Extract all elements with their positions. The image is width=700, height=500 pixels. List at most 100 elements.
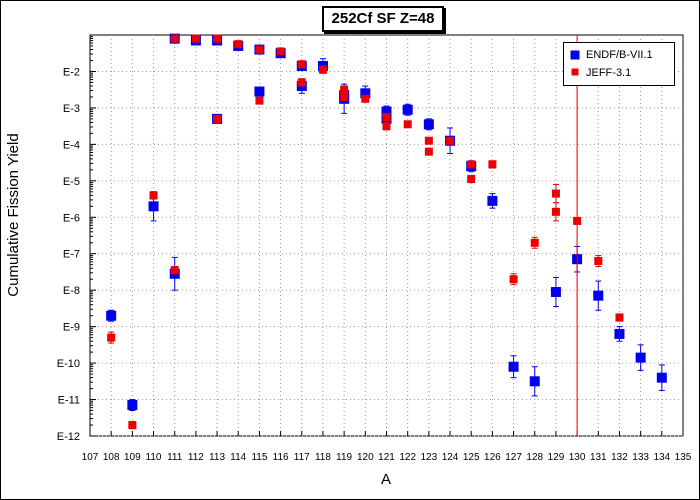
x-tick-label: 130 [569, 452, 586, 463]
endf-point [487, 195, 498, 206]
x-tick-label: 126 [484, 452, 501, 463]
jeff-point [318, 65, 327, 74]
x-tick-label: 134 [653, 452, 670, 463]
jeff-point [467, 174, 476, 183]
x-tick-label: 115 [251, 452, 267, 463]
legend-label-jeff: JEFF-3.1 [586, 67, 632, 79]
endf-point [254, 86, 265, 97]
x-tick-label: 122 [399, 452, 416, 463]
jeff-point [361, 94, 370, 103]
endf-point [614, 328, 625, 339]
jeff-point [276, 47, 285, 56]
y-tick-label: E-8 [63, 285, 80, 297]
endf-point [423, 119, 434, 130]
x-tick-label: 123 [421, 452, 438, 463]
jeff-point [382, 113, 391, 122]
x-tick-label: 119 [336, 452, 352, 463]
legend-label-endf: ENDF/B-VII.1 [586, 49, 653, 61]
endf-point [529, 376, 540, 387]
jeff-point [213, 34, 222, 43]
x-tick-label: 121 [378, 452, 395, 463]
jeff-point [551, 207, 560, 216]
x-tick-label: 132 [611, 452, 628, 463]
jeff-point [488, 160, 497, 169]
x-tick-label: 109 [124, 452, 141, 463]
jeff-point [382, 122, 391, 131]
x-tick-label: 133 [632, 452, 649, 463]
endf-point [593, 290, 604, 301]
jeff-point [255, 96, 264, 105]
x-tick-label: 125 [463, 452, 480, 463]
y-axis-label: Cumulative Fission Yield [5, 133, 22, 296]
x-tick-label: 128 [526, 452, 543, 463]
chart-title: 252Cf SF Z=48 [322, 6, 444, 32]
legend: ENDF/B-VII.1 JEFF-3.1 [563, 42, 675, 86]
y-tick-label: E-11 [58, 395, 80, 407]
x-tick-label: 131 [590, 452, 607, 463]
x-tick-label: 112 [188, 452, 204, 463]
grid [90, 35, 683, 437]
jeff-point [446, 136, 455, 145]
x-tick-label: 124 [442, 452, 459, 463]
x-tick-label: 116 [273, 452, 289, 463]
legend-marker-jeff [571, 68, 579, 76]
x-tick-label: 129 [548, 452, 565, 463]
jeff-point [255, 45, 264, 54]
jeff-point [297, 60, 306, 69]
endf-point [127, 400, 138, 411]
x-tick-label: 113 [209, 452, 225, 463]
jeff-point [213, 114, 222, 123]
jeff-point [234, 40, 243, 49]
y-tick-label: E-10 [57, 358, 80, 370]
x-tick-label: 127 [505, 452, 522, 463]
endf-point [635, 352, 646, 363]
x-tick-label: 107 [82, 452, 99, 463]
y-tick-label: E-7 [63, 249, 80, 261]
data-series [106, 33, 667, 436]
y-tick-label: E-4 [63, 139, 80, 151]
x-tick-label: 118 [315, 452, 331, 463]
x-tick-label: 135 [675, 452, 692, 463]
y-tick-label: E-12 [57, 431, 80, 443]
jeff-point [191, 34, 200, 43]
jeff-point [107, 333, 116, 342]
jeff-point [530, 238, 539, 247]
y-tick-label: E-2 [63, 66, 80, 78]
y-tick-label: E-9 [63, 322, 80, 334]
x-tick-label: 111 [167, 452, 183, 463]
endf-point [656, 372, 667, 383]
x-tick-label: 117 [294, 452, 310, 463]
jeff-point [149, 191, 158, 200]
jeff-point [340, 85, 349, 94]
y-tick-label: E-6 [63, 212, 80, 224]
jeff-point [170, 266, 179, 275]
jeff-point [573, 216, 582, 225]
y-tick-label: E-5 [63, 176, 80, 188]
endf-point [360, 88, 371, 99]
jeff-point [551, 189, 560, 198]
endf-point [402, 104, 413, 115]
jeff-point [403, 120, 412, 129]
axes: 107 108 109 110 111 112 113 114 115 116 117 118 119 1… [57, 36, 692, 463]
jeff-point [615, 313, 624, 322]
legend-marker-endf [570, 50, 580, 60]
jeff-point [424, 147, 433, 156]
x-tick-label: 120 [357, 452, 374, 463]
x-tick-label: 114 [230, 452, 246, 463]
jeff-point [128, 421, 137, 430]
x-tick-label: 108 [103, 452, 120, 463]
y-tick-label: E-3 [63, 103, 80, 115]
jeff-point [297, 78, 306, 87]
x-tick-label: 110 [146, 452, 162, 463]
jeff-point [594, 257, 603, 266]
endf-point [148, 201, 159, 212]
endf-point [550, 287, 561, 298]
jeff-point [340, 92, 349, 101]
endf-point [508, 361, 519, 372]
jeff-point [170, 34, 179, 43]
jeff-point [509, 275, 518, 284]
x-axis-label: A [381, 471, 391, 488]
jeff-point [424, 136, 433, 145]
endf-point [106, 310, 117, 321]
